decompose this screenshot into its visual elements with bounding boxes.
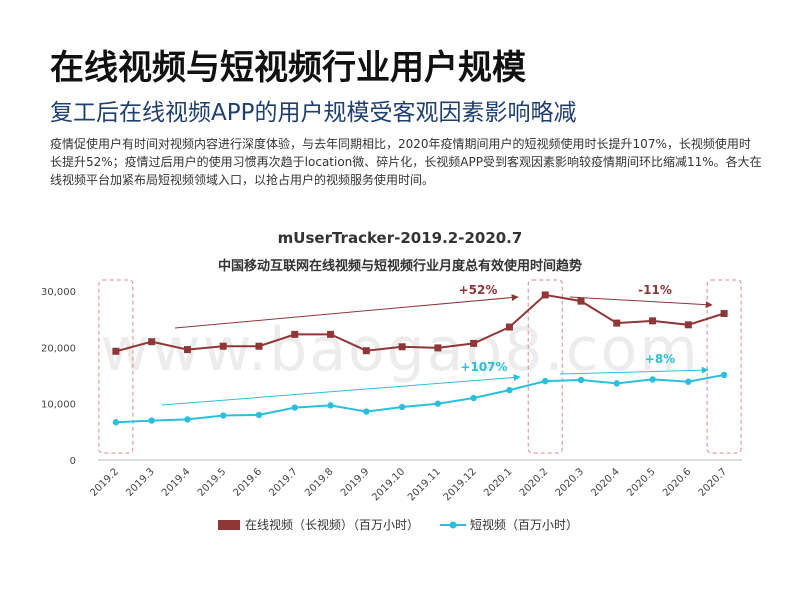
long-video-point-2020.4: [613, 319, 621, 327]
x-tick-label: 2020.4: [589, 466, 622, 499]
short-video-point-2019.7: [291, 404, 298, 411]
x-tick-label: 2020.3: [554, 466, 587, 499]
slide-subtitle: 复工后在线视频APP的用户规模受客观因素影响略减: [50, 100, 577, 126]
y-tick-label: 10,000: [41, 400, 76, 411]
x-tick-label: 2019.4: [160, 466, 193, 499]
short-video-point-2020.4: [613, 380, 620, 387]
long-video-point-2020.5: [649, 317, 657, 325]
x-tick-label: 2019.9: [339, 466, 372, 499]
annotation-short-yoy: +107%: [460, 360, 507, 374]
highlight-box-2020.2: [527, 279, 563, 454]
short-video-point-2019.9: [363, 408, 370, 415]
x-tick-label: 2019.7: [267, 466, 300, 499]
x-tick-label: 2019.11: [406, 466, 443, 503]
x-tick-label: 2019.2: [88, 466, 121, 499]
x-tick-label: 2020.7: [697, 466, 730, 499]
highlight-box-2019.2: [98, 279, 134, 454]
highlight-box-2020.7: [706, 279, 742, 454]
long-video-point-2020.1: [505, 323, 513, 331]
short-video-point-2019.12: [470, 394, 477, 402]
long-video-point-2020.2: [541, 291, 549, 299]
slide-title: 在线视频与短视频行业用户规模: [50, 48, 526, 88]
trend-arrow-long-mom: [569, 296, 713, 309]
short-video-point-2019.11: [434, 400, 442, 407]
x-tick-label: 2019.12: [442, 466, 479, 503]
long-video-point-2020.3: [577, 297, 585, 305]
trend-arrow-short-yoy: [161, 374, 521, 406]
short-video-point-2020.1: [506, 386, 513, 394]
long-video-point-2019.8: [327, 330, 335, 338]
long-video-point-2019.11: [434, 344, 442, 352]
short-video-point-2020.7: [720, 371, 728, 379]
x-tick-label: 2020.2: [518, 466, 551, 499]
y-tick-label: 30,000: [41, 287, 76, 298]
x-tick-label: 2020.1: [482, 466, 515, 499]
x-tick-label: 2019.10: [370, 466, 407, 503]
x-tick-label: 2020.6: [661, 466, 694, 499]
trend-arrow-long-yoy: [174, 294, 519, 329]
short-video-point-2020.5: [649, 376, 656, 383]
long-video-point-2019.9: [362, 347, 370, 355]
short-video-point-2019.4: [184, 416, 191, 423]
y-tick-label: 0: [70, 456, 76, 467]
x-tick-label: 2019.8: [303, 466, 336, 499]
legend-marker-short-video: [449, 521, 457, 529]
legend-label-long-video: 在线视频（长视频）（百万小时）: [245, 517, 419, 532]
legend-label-short-video: 短视频（百万小时）: [470, 517, 578, 532]
long-video-point-2020.7: [720, 310, 728, 318]
short-video-point-2019.8: [327, 402, 334, 409]
legend-swatch-long-video: [218, 520, 240, 530]
annotation-long-yoy: +52%: [459, 283, 498, 297]
chart-subtitle: 中国移动互联网在线视频与短视频行业月度总有效使用时间趋势: [218, 258, 582, 274]
short-video-point-2019.5: [220, 412, 227, 419]
short-video-point-2020.3: [577, 376, 585, 384]
long-video-point-2019.5: [219, 342, 227, 350]
long-video-point-2019.10: [398, 343, 406, 351]
long-video-point-2020.6: [684, 321, 692, 329]
x-tick-label: 2020.5: [625, 466, 658, 499]
annotation-long-mom: -11%: [638, 283, 672, 297]
long-video-point-2019.12: [470, 339, 478, 347]
chart-title: mUserTracker-2019.2-2020.7: [278, 229, 523, 247]
long-video-point-2019.4: [183, 346, 191, 354]
annotation-short-mom: +8%: [645, 352, 675, 366]
trend-arrow-short-mom: [559, 366, 709, 375]
short-video-point-2019.3: [148, 417, 155, 424]
long-video-point-2019.3: [148, 338, 156, 346]
long-video-point-2019.7: [291, 330, 299, 338]
short-video-point-2020.2: [542, 377, 549, 385]
x-tick-label: 2019.6: [232, 466, 265, 499]
long-video-point-2019.6: [255, 342, 263, 350]
short-video-point-2019.6: [255, 411, 263, 419]
long-video-point-2019.2: [112, 347, 120, 355]
y-tick-label: 20,000: [41, 343, 76, 354]
short-video-point-2019.10: [398, 403, 406, 411]
short-video-point-2019.2: [112, 419, 120, 426]
series-line-0: [115, 293, 725, 353]
x-tick-label: 2019.3: [124, 466, 157, 499]
x-tick-label: 2019.5: [196, 466, 229, 499]
series-line-1: [115, 373, 725, 424]
short-video-point-2020.6: [685, 378, 692, 385]
slide-body-text: 疫情促使用户有时间对视频内容进行深度体验，与去年同期相比，2020年疫情期间用户…: [50, 137, 762, 187]
